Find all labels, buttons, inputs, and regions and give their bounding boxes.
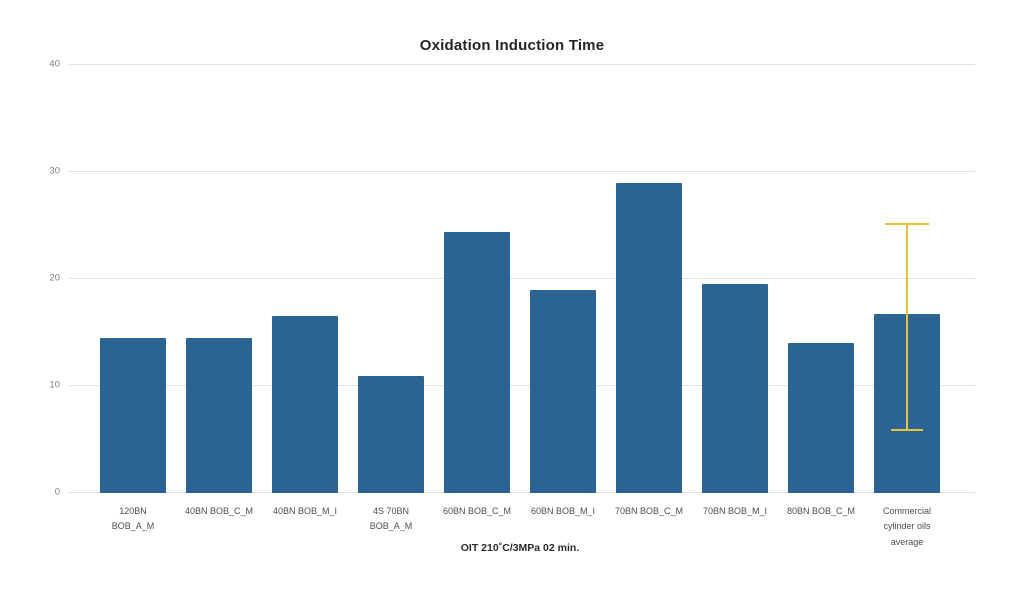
y-tick-label: 10 [49,379,60,391]
gridline: 20 [49,273,975,284]
bar-slot [434,65,520,493]
y-axis-grid: 0 10 20 30 40 [49,59,975,498]
bar-slot [692,65,778,493]
x-category-label: 80BN BOB_C_M [786,506,856,516]
x-axis-labels: 120BN BOB_A_M 40BN BOB_C_M 40BN BOB_M_I 4S … [90,504,950,550]
x-category-label: Commercial cylinder oils average [882,506,931,547]
plot-area [90,65,950,493]
gridline: 10 [49,380,975,391]
bar-6[interactable] [530,289,596,493]
gridline: 30 [49,166,975,177]
y-tick-label: 30 [49,165,60,177]
error-bar-cap-bottom [891,428,923,431]
x-category-label: 4S 70BN BOB_A_M [369,506,413,532]
bar-slot [262,65,348,493]
x-category-label: 40BN BOB_C_M [184,506,254,516]
y-tick-label: 0 [54,486,60,498]
error-bar [885,223,929,431]
bar-2[interactable] [186,337,252,493]
bar-4[interactable] [358,376,424,493]
gridline: 40 [49,59,975,70]
x-axis-title: OIT 210˚C/3MPa 02 min. [460,542,580,554]
error-bar-cap-top [885,223,929,226]
bar-3[interactable] [272,316,338,493]
bar-slot [864,65,950,493]
bar-slot [606,65,692,493]
chart-title: Oxidation Induction Time [419,37,605,54]
x-category-label: 120BN BOB_A_M [111,506,155,532]
x-category-label: 70BN BOB_M_I [702,506,768,516]
y-tick-label: 20 [49,272,60,284]
gridline: 0 [55,487,975,498]
bar-7[interactable] [616,182,682,493]
bar-8[interactable] [702,284,768,493]
x-category-label: 70BN BOB_C_M [614,506,684,516]
error-bar-line [906,223,908,431]
x-category-label: 60BN BOB_M_I [530,506,596,516]
bar-slot [520,65,606,493]
bar-slot [176,65,262,493]
bar-9[interactable] [788,343,854,493]
bar-slot [778,65,864,493]
x-category-label: 60BN BOB_C_M [442,506,512,516]
bar-5[interactable] [444,231,510,493]
y-tick-label: 40 [49,58,60,70]
x-category-label: 40BN BOB_M_I [272,506,338,516]
bar-slot [348,65,434,493]
bar-slot [90,65,176,493]
bar-1[interactable] [100,337,166,493]
